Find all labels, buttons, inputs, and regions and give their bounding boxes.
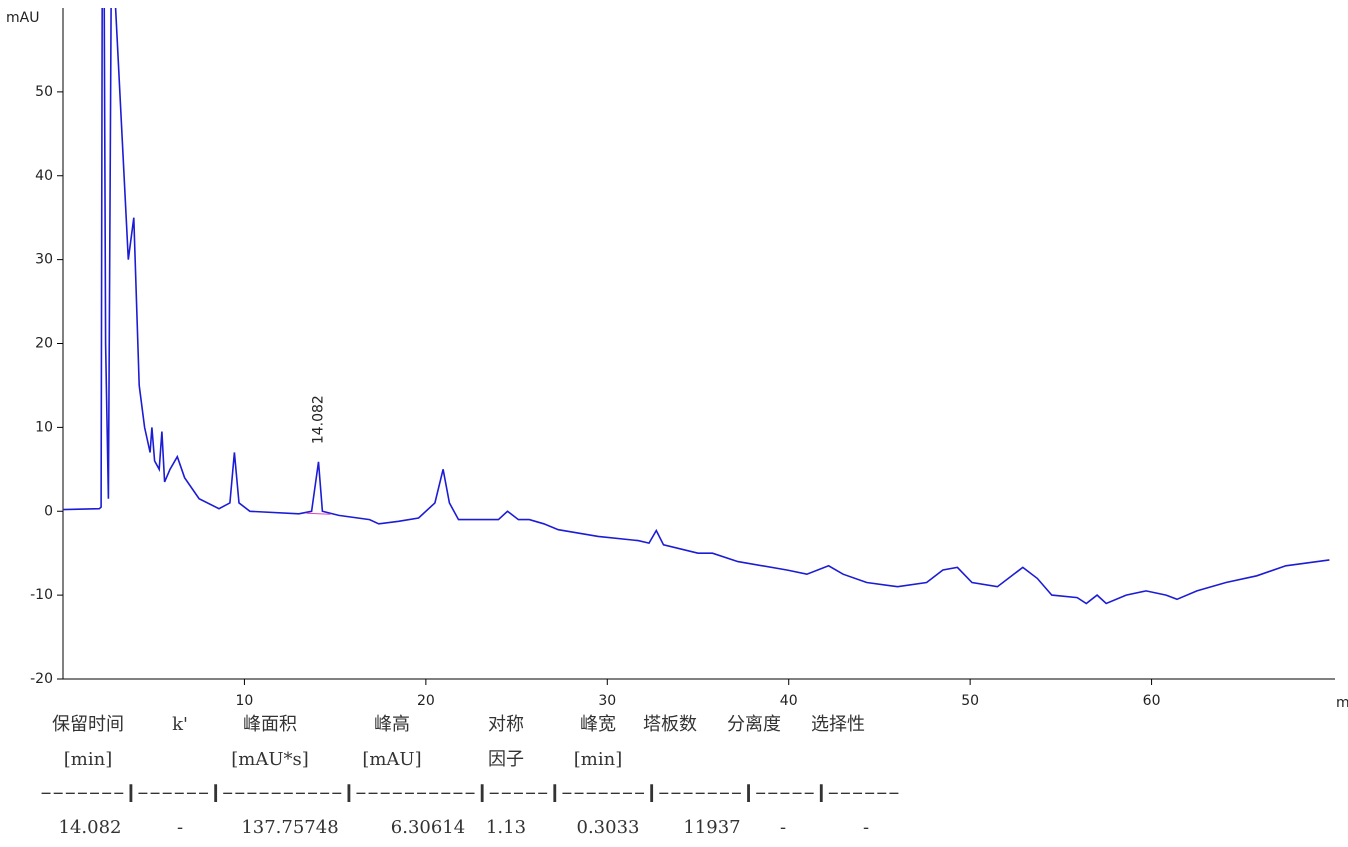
table-cell: - <box>863 817 869 838</box>
table-header: 塔板数 <box>643 714 697 735</box>
x-tick-label: 20 <box>417 693 435 709</box>
x-tick-label: 60 <box>1143 693 1161 709</box>
table-cell: 1.13 <box>486 817 526 838</box>
table-separator: -------|------|----------|----------|---… <box>40 782 900 803</box>
table-header: [mAU] <box>362 749 421 770</box>
y-axis-label: mAU <box>6 10 39 26</box>
table-header: 峰宽 <box>580 714 616 735</box>
table-cell: - <box>177 817 183 838</box>
y-tick-label: 0 <box>44 503 53 519</box>
table-header: 对称 <box>488 714 524 735</box>
table-header: 峰面积 <box>243 714 297 735</box>
table-header: 保留时间 <box>52 714 124 735</box>
y-tick-label: 20 <box>35 336 53 352</box>
table-header: [mAU*s] <box>231 749 309 770</box>
y-tick-label: -20 <box>30 671 53 687</box>
table-header: [min] <box>64 749 112 770</box>
x-tick-label: 10 <box>236 693 254 709</box>
table-header: [min] <box>574 749 622 770</box>
table-header: 选择性 <box>811 714 865 735</box>
y-tick-label: 30 <box>35 252 53 268</box>
table-header: 峰高 <box>374 714 410 735</box>
x-axis-label: min <box>1336 695 1348 711</box>
table-cell: 6.30614 <box>391 817 465 838</box>
table-cell: 0.3033 <box>577 817 640 838</box>
table-background <box>28 706 908 843</box>
y-tick-label: -10 <box>30 587 53 603</box>
table-cell: - <box>780 817 786 838</box>
table-cell: 14.082 <box>59 817 122 838</box>
table-header: k' <box>172 714 188 735</box>
y-tick-label: 40 <box>35 168 53 184</box>
table-cell: 137.75748 <box>241 817 338 838</box>
peak-label: 14.082 <box>310 395 326 444</box>
trace <box>63 8 1330 605</box>
y-tick-label: 50 <box>35 84 53 100</box>
y-tick-label: 10 <box>35 419 53 435</box>
x-tick-label: 40 <box>780 693 798 709</box>
x-tick-label: 30 <box>598 693 616 709</box>
table-header: 分离度 <box>727 714 781 735</box>
table-cell: 11937 <box>683 817 740 838</box>
x-tick-label: 50 <box>961 693 979 709</box>
peak-baseline <box>306 512 331 515</box>
table-header: 因子 <box>488 749 524 770</box>
